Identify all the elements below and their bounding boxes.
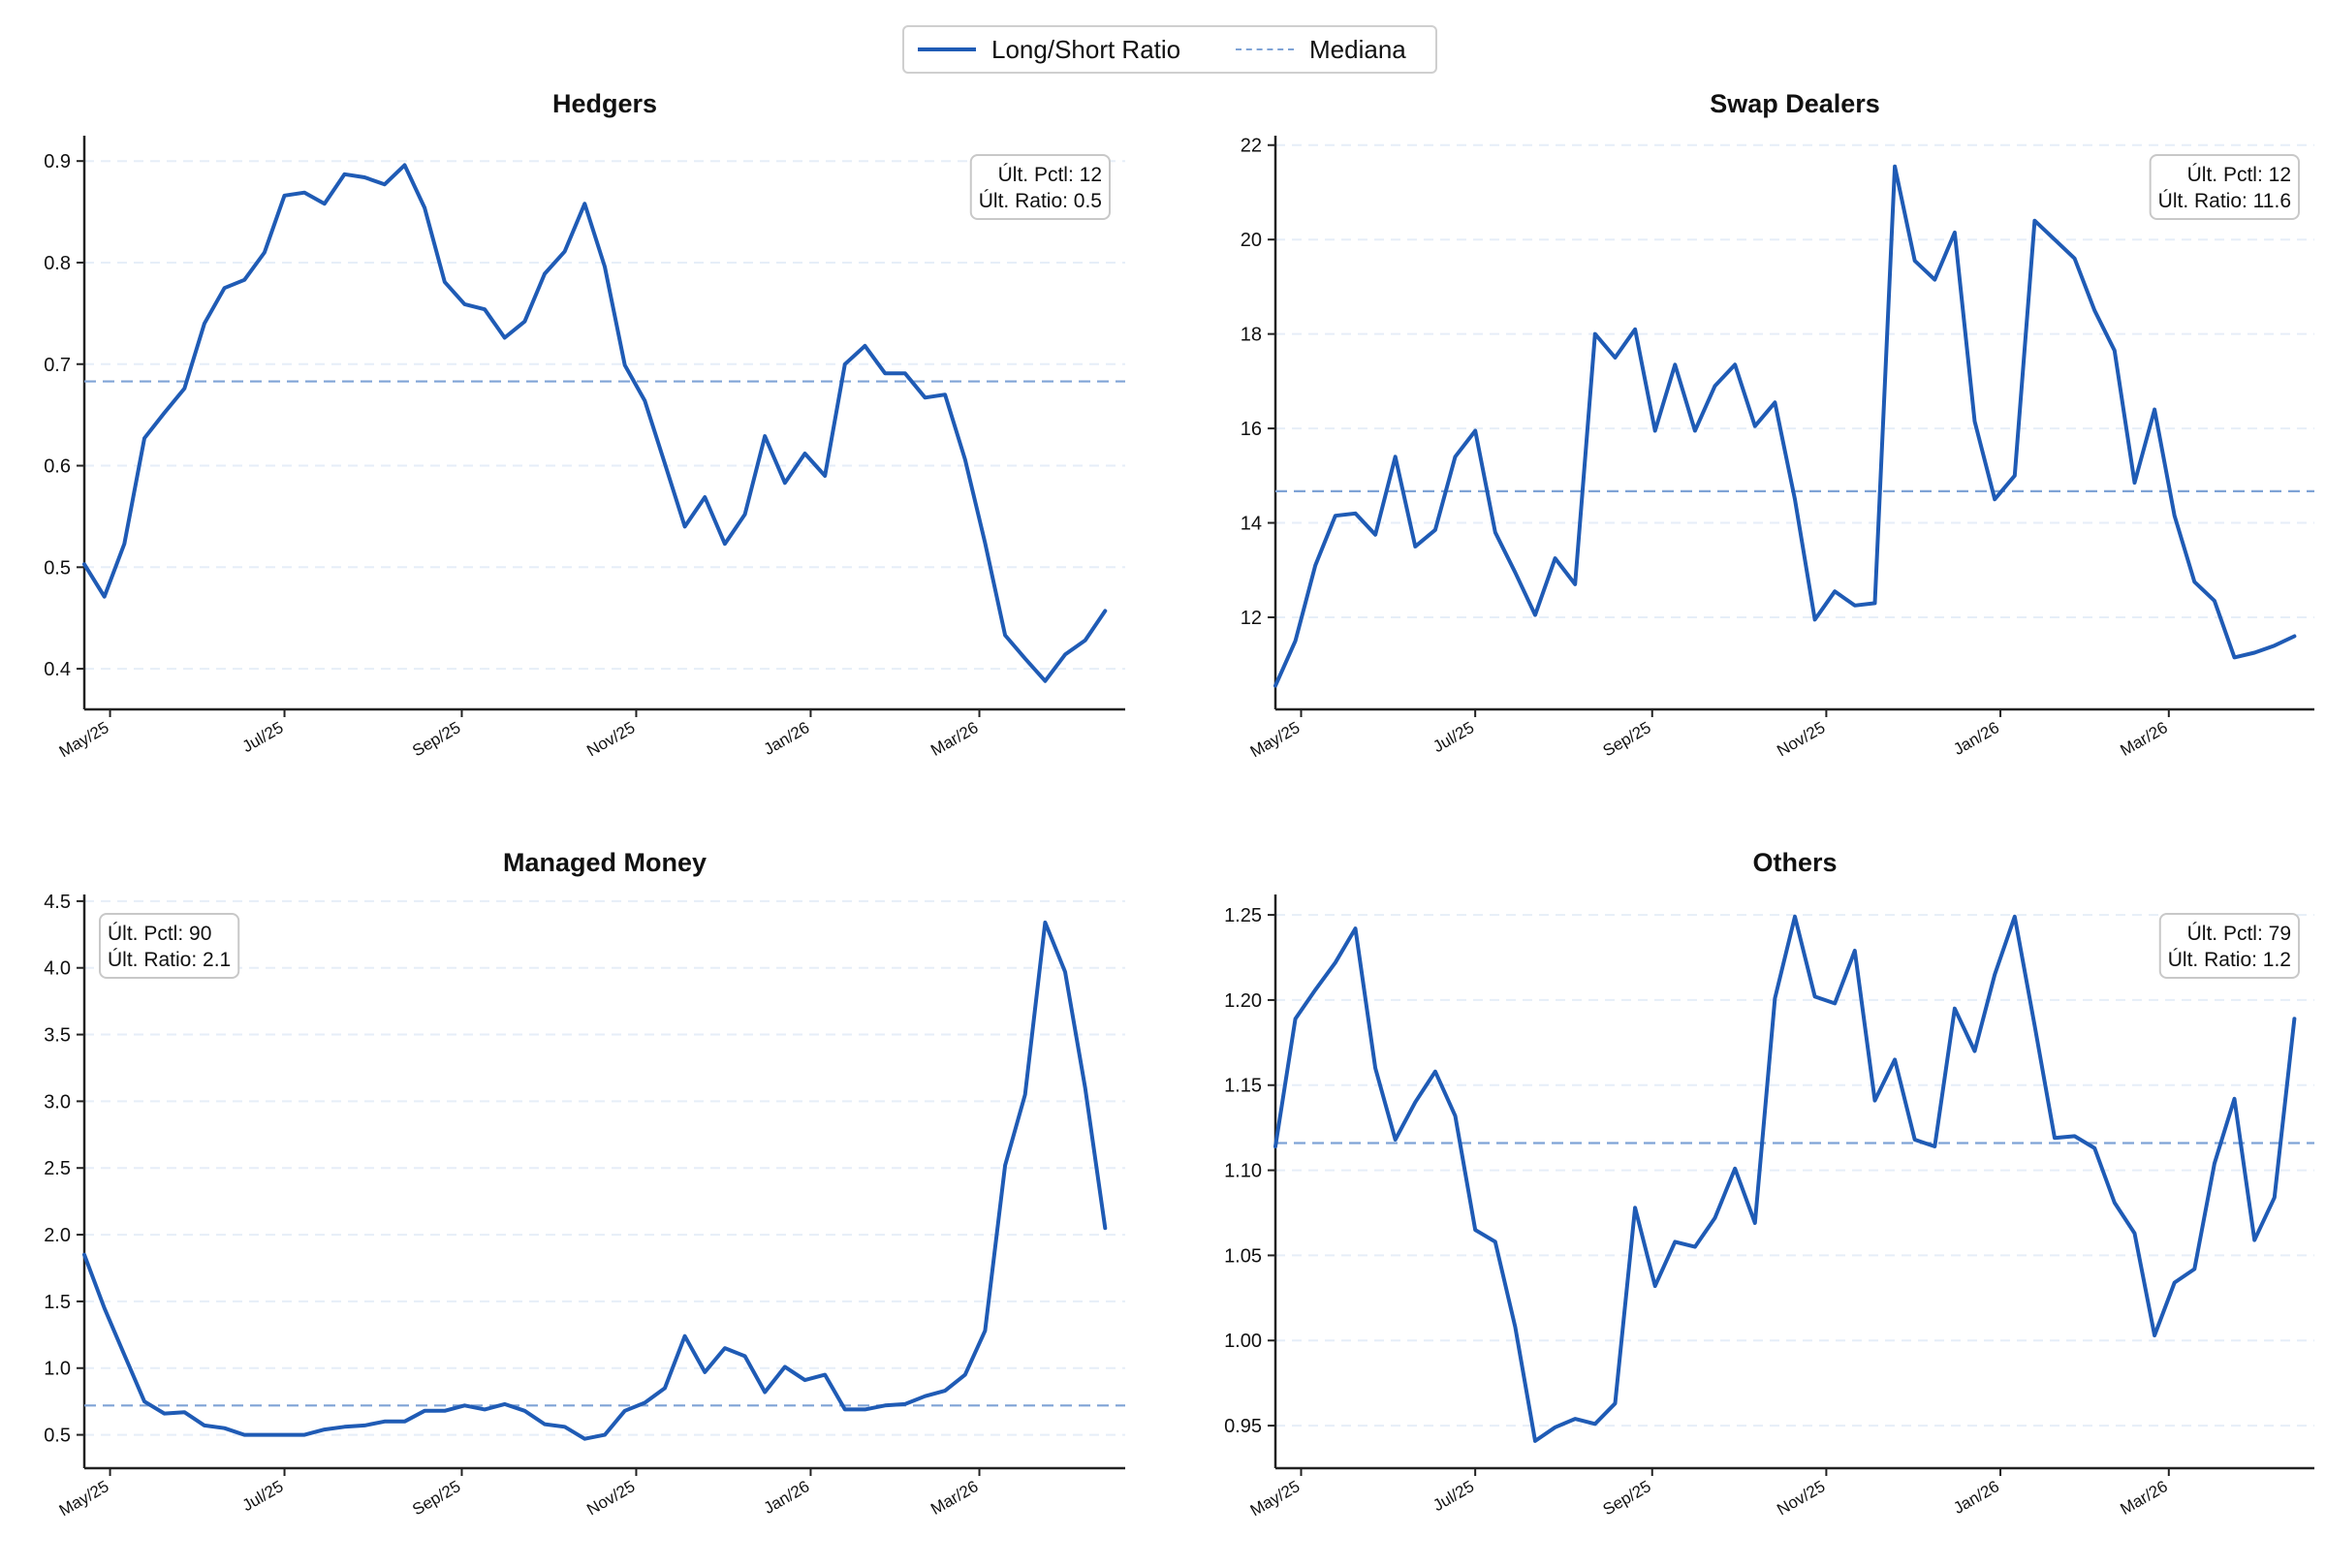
x-tick-label: May/25 (1247, 1477, 1304, 1520)
x-tick-label: Sep/25 (1600, 718, 1654, 760)
annotation-frame (99, 913, 240, 979)
panel-title: Swap Dealers (1710, 89, 1880, 118)
x-tick-label: Mar/26 (2117, 718, 2170, 760)
y-tick-label: 1.10 (1224, 1161, 1262, 1182)
x-tick-label: Mar/26 (927, 718, 981, 760)
y-tick-label: 1.20 (1224, 990, 1262, 1012)
x-tick-label: Mar/26 (2117, 1477, 2170, 1519)
x-tick-label: Nov/25 (583, 718, 638, 760)
panel-others: 0.95 1.00 1.05 1.10 1.15 1.20 1.25 May/25 Jul/25… (1224, 848, 2314, 1520)
annotation-percentile: Últ. Pctl: 79 (2187, 923, 2291, 945)
y-tick-label: 3.5 (44, 1025, 71, 1047)
y-tick-label: 0.5 (44, 1426, 71, 1447)
y-tick-label: 0.4 (44, 659, 71, 680)
y-tick-label: 0.7 (44, 355, 71, 376)
y-tick-label: 12 (1241, 608, 1262, 629)
y-tick-label: 18 (1241, 325, 1262, 346)
x-tick-label: Jan/26 (761, 718, 813, 759)
y-tick-label: 4.5 (44, 892, 71, 913)
ratio-line (82, 920, 1108, 1441)
y-tick-label: 2.0 (44, 1225, 71, 1246)
panel-title: Others (1752, 848, 1837, 877)
ratio-line (82, 163, 1108, 683)
y-tick-label: 22 (1241, 136, 1262, 157)
legend-item-ratio: Long/Short Ratio (918, 27, 1180, 72)
annotation-frame (2158, 913, 2300, 979)
x-tick-label: May/25 (56, 718, 112, 761)
y-tick-label: 1.25 (1224, 905, 1262, 926)
x-tick-label: May/25 (56, 1477, 112, 1520)
annotation-percentile: Últ. Pctl: 90 (108, 923, 211, 945)
panel-managed-money: 0.5 1.0 1.5 2.0 2.5 3.0 3.5 4.0 4.5 May/25 Jul/25 S… (44, 848, 1125, 1520)
annotation-ratio: Últ. Ratio: 1.2 (2168, 949, 2291, 971)
x-tick-label: Jan/26 (761, 1477, 813, 1518)
x-tick-label: Sep/25 (409, 718, 463, 760)
panel-title: Managed Money (503, 848, 707, 877)
annotation-box: Últ. Pctl: 12 Últ. Ratio: 11.6 (2149, 154, 2300, 220)
annotation-percentile: Últ. Pctl: 12 (2187, 164, 2291, 186)
annotation-box: Últ. Pctl: 90 Últ. Ratio: 2.1 (99, 913, 240, 979)
y-tick-label: 16 (1241, 419, 1262, 440)
y-tick-label: 3.0 (44, 1091, 71, 1113)
x-tick-label: Jul/25 (239, 1477, 287, 1515)
x-tick-label: Jul/25 (1430, 718, 1477, 756)
ratio-line (1273, 164, 2297, 688)
ratio-line (1273, 914, 2297, 1443)
y-tick-label: 0.8 (44, 253, 71, 274)
legend-label-ratio: Long/Short Ratio (991, 34, 1181, 64)
y-tick-label: 0.95 (1224, 1416, 1262, 1437)
x-tick-label: Jul/25 (1430, 1477, 1477, 1515)
y-tick-label: 14 (1241, 514, 1262, 535)
annotation-box: Últ. Pctl: 12 Últ. Ratio: 0.5 (969, 154, 1111, 220)
x-tick-label: Sep/25 (1600, 1477, 1654, 1519)
y-tick-label: 1.05 (1224, 1245, 1262, 1267)
legend-swatch-median (1236, 48, 1294, 50)
annotation-ratio: Últ. Ratio: 2.1 (108, 949, 231, 971)
annotation-frame (2149, 154, 2300, 220)
y-tick-label: 4.0 (44, 958, 71, 980)
annotation-frame (969, 154, 1111, 220)
panel-swap-dealers: 12 14 16 18 20 22 May/25 Jul/25 Sep/25 Nov/25 Jan/… (1241, 89, 2314, 761)
annotation-box: Últ. Pctl: 79 Últ. Ratio: 1.2 (2158, 913, 2300, 979)
y-tick-label: 1.15 (1224, 1076, 1262, 1097)
annotation-ratio: Últ. Ratio: 0.5 (979, 190, 1102, 212)
legend-swatch-ratio (918, 47, 976, 51)
legend-label-median: Mediana (1309, 34, 1406, 64)
panel-title: Hedgers (552, 89, 657, 118)
y-tick-label: 1.00 (1224, 1331, 1262, 1352)
x-tick-label: May/25 (1247, 718, 1304, 761)
y-tick-label: 20 (1241, 230, 1262, 251)
x-tick-label: Mar/26 (927, 1477, 981, 1519)
x-tick-label: Jan/26 (1950, 718, 2002, 759)
y-tick-label: 0.9 (44, 151, 71, 172)
annotation-ratio: Últ. Ratio: 11.6 (2158, 190, 2291, 212)
x-tick-label: Jan/26 (1950, 1477, 2002, 1518)
x-tick-label: Nov/25 (1774, 718, 1828, 760)
panel-hedgers: 0.4 0.5 0.6 0.7 0.8 0.9 May/25 Jul/25 Sep/25 Nov/… (44, 89, 1125, 761)
y-tick-label: 1.5 (44, 1292, 71, 1313)
annotation-percentile: Últ. Pctl: 12 (998, 164, 1102, 186)
x-tick-label: Nov/25 (583, 1477, 638, 1519)
y-tick-label: 2.5 (44, 1158, 71, 1179)
legend: Long/Short Ratio Mediana (902, 25, 1437, 74)
legend-item-median: Mediana (1236, 27, 1406, 72)
x-tick-label: Nov/25 (1774, 1477, 1828, 1519)
y-tick-label: 0.6 (44, 456, 71, 478)
y-tick-label: 1.0 (44, 1359, 71, 1380)
x-tick-label: Sep/25 (409, 1477, 463, 1519)
x-tick-label: Jul/25 (239, 718, 287, 756)
y-tick-label: 0.5 (44, 557, 71, 579)
